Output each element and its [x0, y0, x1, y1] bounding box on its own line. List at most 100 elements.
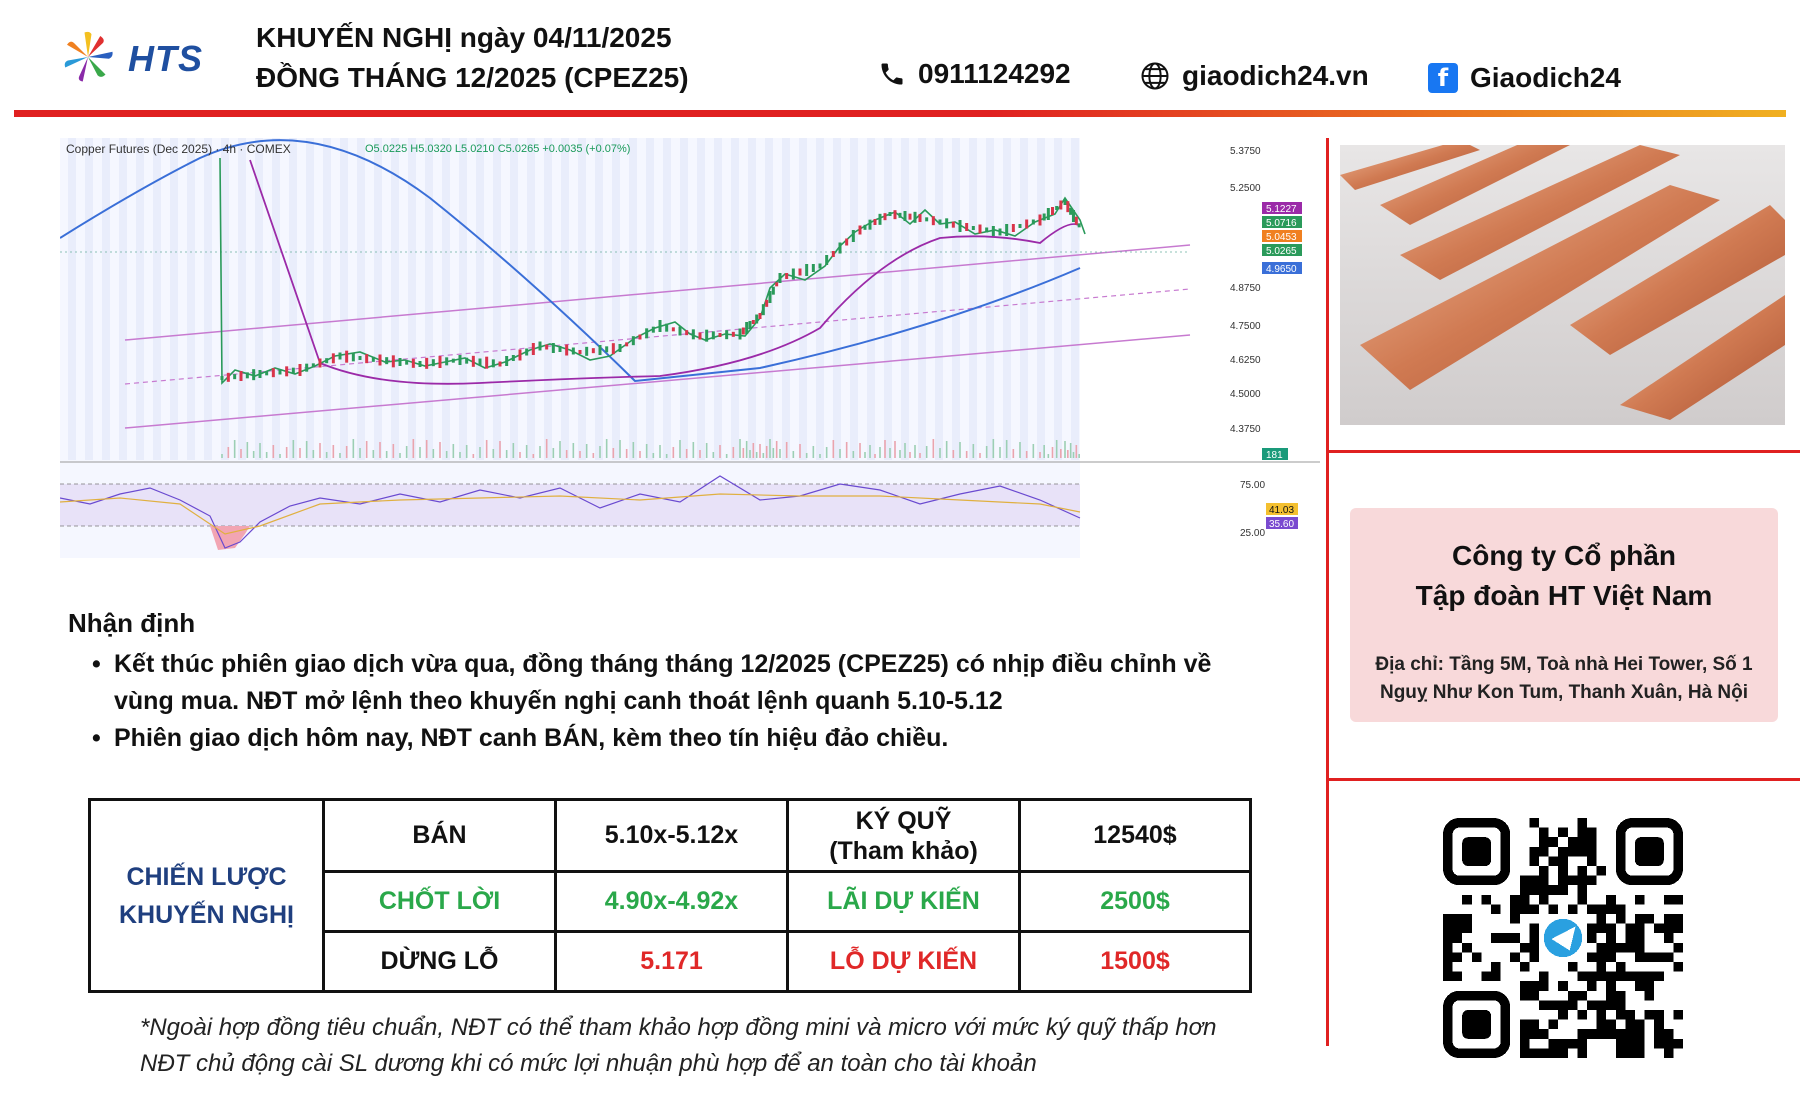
price-tick: 4.8750 [1230, 283, 1261, 294]
column-divider [1326, 138, 1329, 1046]
qr-module [1529, 818, 1539, 828]
qr-module [1615, 942, 1626, 953]
volume-bar [512, 443, 515, 458]
qr-module [1491, 904, 1501, 914]
candle [291, 367, 295, 374]
qr-module [1539, 894, 1549, 905]
qr-module [1663, 952, 1674, 962]
company-name: Công ty Cổ phần [1452, 540, 1676, 571]
volume-bar [812, 446, 815, 458]
candle [691, 329, 695, 340]
qr-module [1519, 894, 1530, 905]
candle [365, 354, 369, 364]
candle [358, 356, 362, 360]
qr-module [1539, 837, 1549, 847]
candle [898, 212, 902, 218]
session-band [170, 138, 178, 460]
qr-module [1606, 952, 1616, 962]
candle [745, 322, 749, 334]
candle [438, 356, 442, 368]
candle [958, 220, 962, 232]
candle [571, 347, 575, 355]
analysis-text: Kết thúc phiên giao dịch vừa qua, đồng t… [114, 650, 1212, 678]
candle [658, 320, 662, 332]
volume-bar [246, 442, 249, 458]
qr-module [1548, 885, 1559, 895]
candle [741, 327, 745, 335]
volume-bar [745, 441, 748, 458]
candle [245, 372, 249, 379]
margin-label: KÝ QUỸ (Tham khảo) [786, 798, 1021, 873]
candle [485, 356, 489, 369]
qr-module [1606, 894, 1616, 905]
volume-bar [879, 447, 881, 458]
bullet-dot: • [92, 724, 101, 752]
company-name: Tập đoàn HT Việt Nam [1415, 580, 1713, 611]
candle [705, 329, 709, 342]
candle [525, 348, 529, 356]
qr-module [1615, 1000, 1626, 1010]
candle [805, 264, 809, 276]
qr-module [1596, 952, 1607, 962]
volume-bar [1012, 449, 1015, 458]
analysis-heading: Nhận định [68, 608, 196, 638]
qr-module [1635, 952, 1645, 962]
qr-module [1539, 971, 1549, 982]
session-band [969, 138, 977, 460]
volume-bar [952, 450, 955, 458]
volume-bar [665, 454, 668, 458]
qr-module [1596, 1000, 1607, 1010]
session-band [408, 138, 416, 460]
candle [618, 344, 622, 352]
qr-module [1596, 1010, 1607, 1020]
session-band [680, 138, 688, 460]
candle [271, 368, 275, 378]
volume-bar [1019, 442, 1021, 458]
qr-module [1567, 904, 1578, 914]
qr-module [1606, 1029, 1616, 1039]
session-band [391, 138, 399, 460]
volume-bar [399, 453, 401, 458]
volume-bar [1067, 450, 1069, 458]
candle [1072, 210, 1075, 222]
candle [518, 349, 522, 361]
volume-bar [479, 447, 481, 458]
volume-bar [545, 439, 548, 458]
volume-bar [925, 446, 928, 458]
volume-bar [279, 454, 281, 458]
qr-module [1596, 1029, 1607, 1039]
candle [298, 364, 302, 376]
session-band [102, 138, 110, 460]
volume-bar [439, 442, 441, 458]
candle [985, 227, 989, 233]
phone-contact[interactable]: 0911124292 [878, 58, 1071, 90]
volume-bar [909, 452, 911, 458]
qr-module [1644, 971, 1655, 982]
qr-module [1577, 971, 1587, 982]
candle [252, 369, 256, 381]
company-address: Nguỵ Như Kon Tum, Thanh Xuân, Hà Nội [1379, 682, 1749, 703]
session-band [1071, 138, 1079, 460]
volume-bar [699, 450, 701, 458]
volume-bar [221, 454, 223, 458]
qr-module [1635, 1029, 1645, 1039]
telegram-qr-code[interactable] [1440, 818, 1686, 1058]
qr-module [1577, 866, 1587, 876]
candle [239, 371, 243, 381]
qr-module [1510, 952, 1520, 962]
candle [925, 217, 929, 222]
company-address: Địa chỉ: Tầng 5M, Toà nhà Hei Tower, Số … [1375, 654, 1753, 675]
facebook-link[interactable]: f Giaodich24 [1428, 62, 1621, 94]
volume-bar [659, 445, 661, 458]
qr-module [1491, 933, 1501, 943]
volume-bar [419, 447, 421, 458]
qr-module [1587, 1000, 1597, 1010]
volume-bar [672, 447, 675, 458]
candle [761, 304, 765, 316]
volume-bar [805, 453, 808, 458]
qr-module [1491, 962, 1501, 972]
volume-bar [832, 440, 835, 458]
candle [391, 355, 395, 368]
volume-bar [233, 440, 236, 458]
website-link[interactable]: giaodich24.vn [1140, 60, 1369, 92]
